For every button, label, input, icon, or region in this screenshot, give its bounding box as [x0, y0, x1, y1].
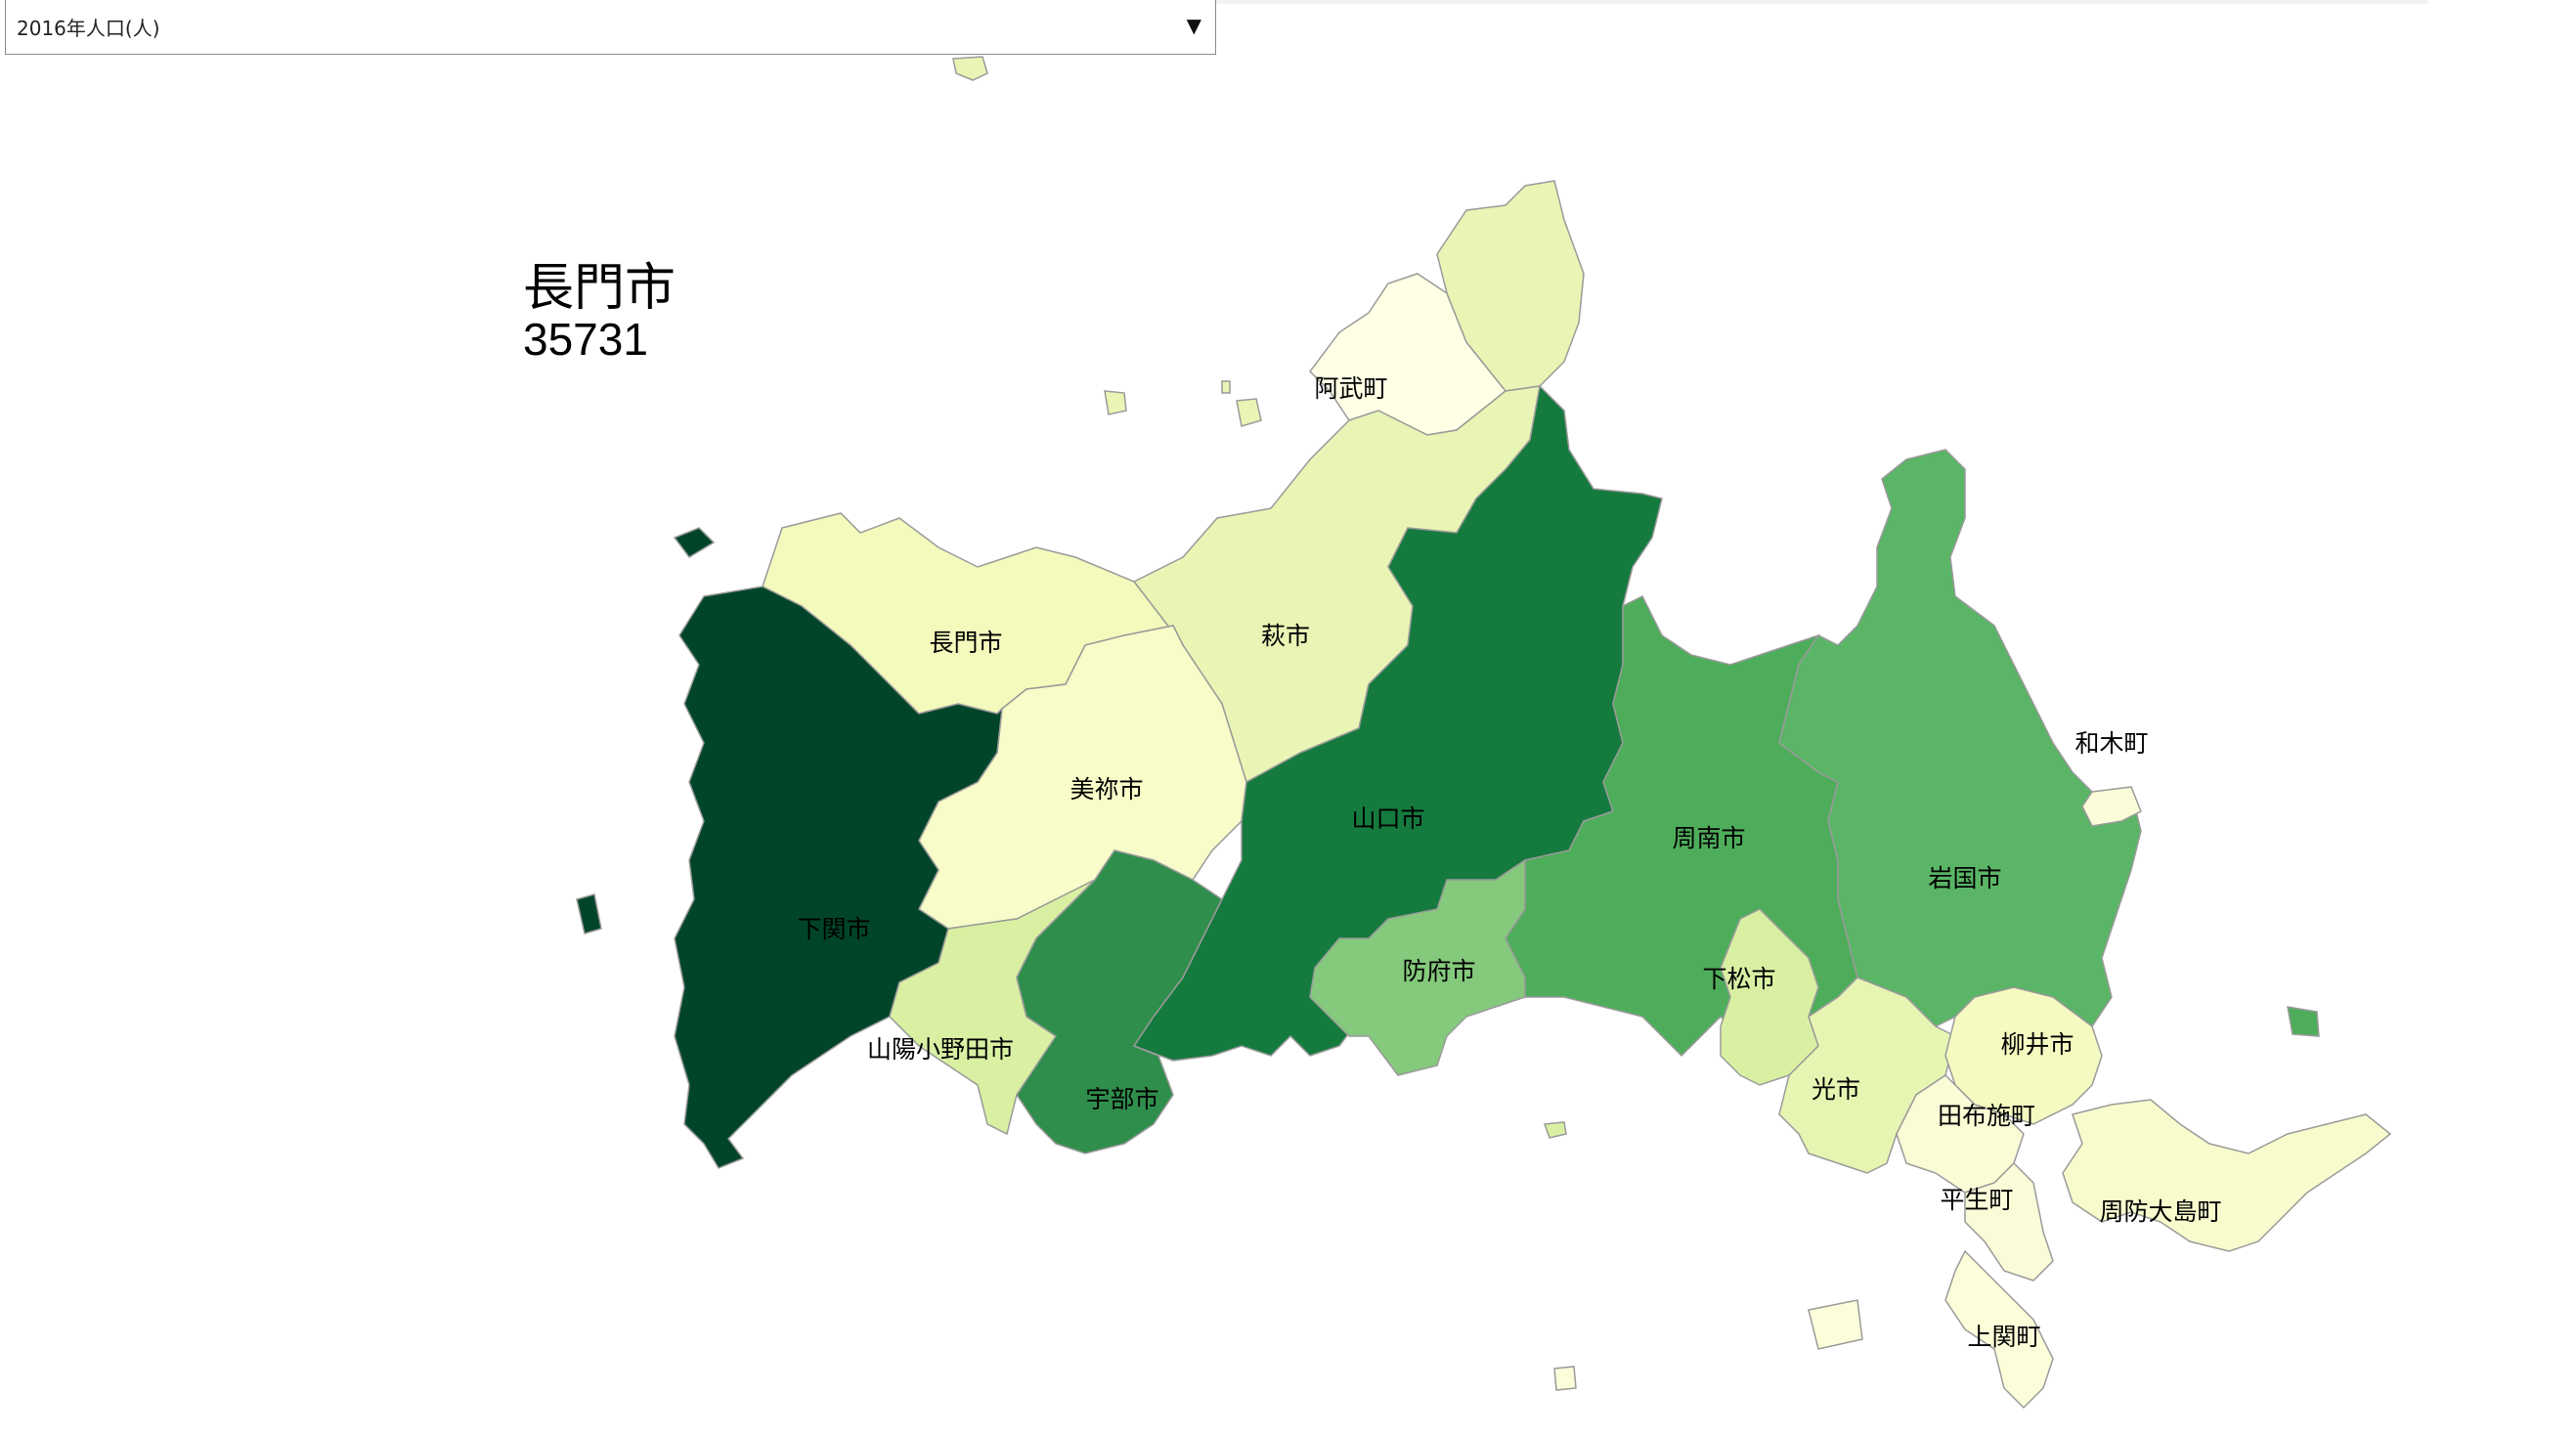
top-border	[1216, 0, 2428, 4]
region-ube[interactable]	[1016, 849, 1223, 1154]
islands	[576, 56, 2320, 1391]
hover-info-value: 35731	[523, 313, 648, 365]
label-waki: 和木町	[2074, 729, 2148, 758]
region-hirao[interactable]	[1964, 1161, 2054, 1282]
hover-info-name: 長門市	[523, 259, 677, 318]
hover-info: 長門市 35731	[523, 262, 676, 363]
dropdown-arrow-icon[interactable]: ▼	[1186, 14, 1201, 37]
region-waki[interactable]	[2081, 786, 2142, 827]
region-suo-oshima[interactable]	[2062, 1099, 2392, 1252]
region-hikari[interactable]	[1778, 977, 1956, 1174]
indicator-select[interactable]: 2016年人口(人) ▼	[5, 0, 1216, 55]
region-kaminoseki[interactable]	[1944, 1249, 2054, 1410]
region-shimonoseki[interactable]	[674, 586, 1003, 1169]
indicator-select-value: 2016年人口(人)	[17, 17, 160, 40]
